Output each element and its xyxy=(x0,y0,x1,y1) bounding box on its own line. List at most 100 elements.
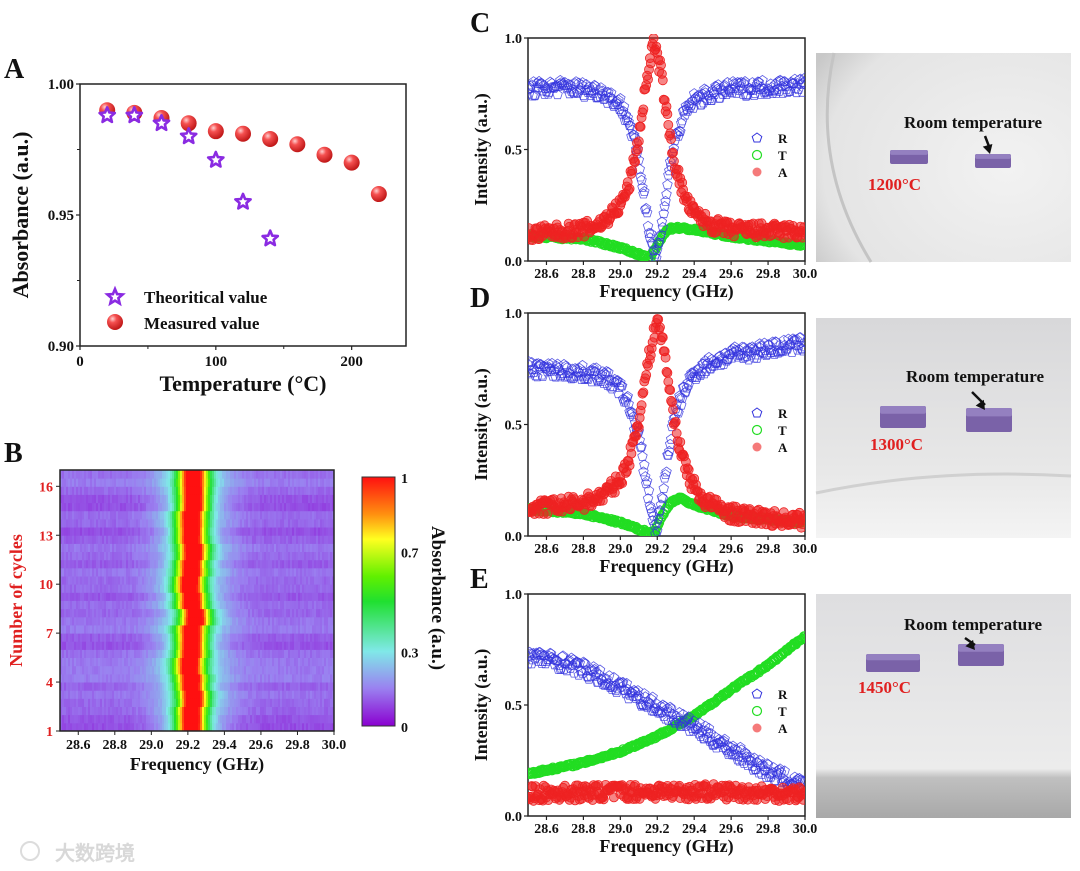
heatmap-cell xyxy=(168,567,171,577)
heatmap-cell xyxy=(118,657,121,667)
heatmap-cell xyxy=(244,551,247,561)
heatmap-cell xyxy=(318,478,321,487)
heatmap-cell xyxy=(144,682,147,691)
heatmap-cell xyxy=(330,698,333,707)
heatmap-cell xyxy=(222,470,225,479)
heatmap-cell xyxy=(322,518,325,528)
heatmap-cell xyxy=(308,673,311,683)
heatmap-cell xyxy=(128,633,131,642)
heatmap-cell xyxy=(202,698,205,707)
heatmap-cell xyxy=(100,706,103,716)
heatmap-cell xyxy=(204,527,207,536)
heatmap-cell xyxy=(108,551,111,561)
heatmap-cell xyxy=(226,486,229,495)
heatmap-cell xyxy=(80,527,83,536)
heatmap-cell xyxy=(276,502,279,512)
heatmap-cell xyxy=(116,706,119,716)
heatmap-cell xyxy=(164,600,167,610)
heatmap-cell xyxy=(282,633,285,642)
heatmap-cell xyxy=(252,470,255,479)
heatmap-cell xyxy=(244,584,247,593)
heatmap-cell xyxy=(270,608,273,618)
heatmap-cell xyxy=(180,584,183,593)
heatmap-cell xyxy=(278,698,281,707)
heatmap-cell xyxy=(312,665,315,675)
heatmap-cell xyxy=(84,633,87,642)
heatmap-cell xyxy=(318,641,321,650)
heatmap-cell xyxy=(106,698,109,707)
heatmap-cell xyxy=(136,608,139,618)
heatmap-cell xyxy=(308,551,311,561)
heatmap-cell xyxy=(306,518,309,528)
heatmap-cell xyxy=(264,649,267,658)
heatmap-cell xyxy=(148,616,151,626)
heatmap-cell xyxy=(218,584,221,593)
heatmap-cell xyxy=(114,486,117,495)
heatmap-cell xyxy=(314,633,317,642)
heatmap-cell xyxy=(254,706,257,716)
heatmap-cell xyxy=(296,682,299,691)
heatmap-cell xyxy=(100,510,103,520)
heatmap-cell xyxy=(124,592,127,601)
heatmap-cell xyxy=(126,518,129,528)
heatmap-cell xyxy=(288,527,291,536)
heatmap-cell xyxy=(66,616,69,626)
heatmap-cell xyxy=(170,567,173,577)
heatmap-cell xyxy=(154,543,157,552)
heatmap-cell xyxy=(206,494,209,504)
heatmap-cell xyxy=(200,714,203,724)
heatmap-cell xyxy=(166,714,169,724)
heatmap-cell xyxy=(82,551,85,561)
heatmap-cell xyxy=(248,486,251,495)
heatmap-cell xyxy=(172,576,175,585)
heatmap-cell xyxy=(124,551,127,561)
heatmap-cell xyxy=(272,690,275,699)
heatmap-cell xyxy=(170,543,173,552)
heatmap-cell xyxy=(204,584,207,593)
heatmap-cell xyxy=(122,527,125,536)
heatmap-cell xyxy=(294,625,297,634)
heatmap-cell xyxy=(140,486,143,495)
heatmap-cell xyxy=(302,576,305,585)
heatmap-cell xyxy=(222,714,225,724)
heatmap-cell xyxy=(134,657,137,667)
heatmap-cell xyxy=(124,722,127,732)
heatmap-cell xyxy=(286,518,289,528)
heatmap-cell xyxy=(112,600,115,610)
heatmap-cell xyxy=(148,657,151,667)
heatmap-cell xyxy=(172,567,175,577)
heatmap-cell xyxy=(76,486,79,495)
heatmap-cell xyxy=(256,527,259,536)
heatmap-cell xyxy=(188,510,191,520)
heatmap-cell xyxy=(200,633,203,642)
heatmap-cell xyxy=(190,682,193,691)
heatmap-cell xyxy=(60,535,63,544)
heatmap-cell xyxy=(312,641,315,650)
heatmap-cell xyxy=(90,510,93,520)
heatmap-cell xyxy=(216,527,219,536)
heatmap-cell xyxy=(180,592,183,601)
heatmap-cell xyxy=(106,510,109,520)
heatmap-cell xyxy=(256,600,259,610)
heatmap-cell xyxy=(66,682,69,691)
heatmap-cell xyxy=(204,641,207,650)
heatmap-cell xyxy=(188,698,191,707)
heatmap-cell xyxy=(302,698,305,707)
heatmap-cell xyxy=(110,714,113,724)
heatmap-cell xyxy=(252,673,255,683)
heatmap-cell xyxy=(182,698,185,707)
heatmap-cell xyxy=(202,535,205,544)
heatmap-cell xyxy=(64,714,67,724)
heatmap-cell xyxy=(238,600,241,610)
heatmap-cell xyxy=(318,633,321,642)
heatmap-cell xyxy=(158,559,161,569)
heatmap-cell xyxy=(254,535,257,544)
heatmap-cell xyxy=(62,576,65,585)
heatmap-cell xyxy=(84,494,87,504)
heatmap-cell xyxy=(232,518,235,528)
heatmap-cell xyxy=(70,600,73,610)
heatmap-cell xyxy=(112,543,115,552)
heatmap-cell xyxy=(266,470,269,479)
heatmap-cell xyxy=(178,502,181,512)
heatmap-cell xyxy=(236,576,239,585)
